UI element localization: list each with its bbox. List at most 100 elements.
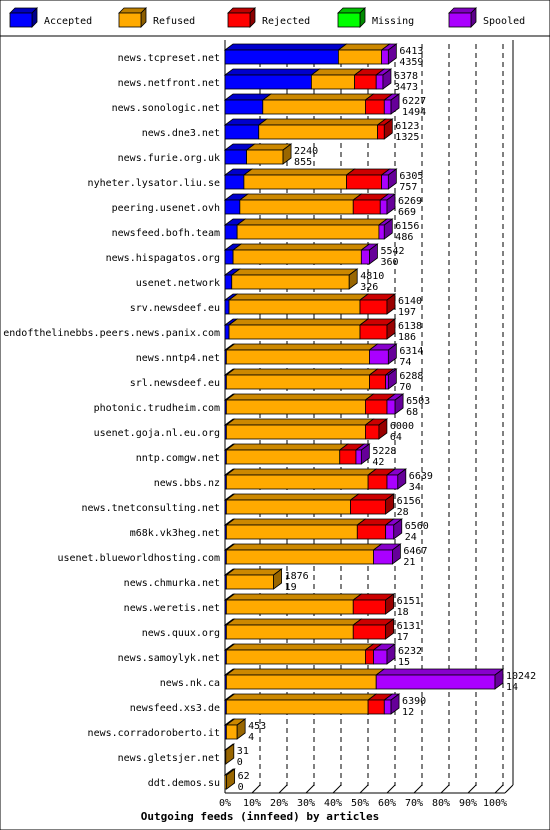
value-label-accepted: 18 (397, 607, 409, 618)
bar-segment-top (261, 93, 375, 101)
x-tick-label: 90% (459, 798, 477, 809)
bar-row (223, 568, 283, 590)
bar-segment-top (225, 693, 378, 701)
category-label: news.quux.org (142, 628, 220, 639)
value-label-total: 2240 (294, 146, 318, 157)
category-label: news.weretis.net (124, 603, 220, 614)
legend-item-rejected: Rejected (227, 7, 310, 28)
value-label-accepted: 34 (409, 482, 421, 493)
bar-segment-top (225, 543, 383, 551)
category-label: ddt.demos.su (148, 778, 220, 789)
bar-end-face (236, 718, 246, 740)
bar-segment-accepted (224, 174, 245, 190)
category-label: photonic.trudheim.com (94, 403, 220, 414)
category-label: endofthelinebbs.peers.news.panix.com (3, 328, 220, 339)
bar-row (223, 343, 398, 365)
bar-end-face (397, 468, 407, 490)
category-label: usenet.blueworldhosting.com (57, 553, 220, 564)
value-label-accepted: 360 (380, 257, 398, 268)
bar-segment-spooled (383, 699, 392, 715)
bar-end-face (385, 593, 395, 615)
bar-end-face (387, 43, 397, 65)
value-label-total: 6413 (399, 46, 423, 57)
value-label-accepted: 197 (398, 307, 416, 318)
bar-end-face (226, 768, 236, 790)
value-label-total: 6232 (398, 646, 422, 657)
bar-end-face (273, 568, 283, 590)
value-label-accepted: 28 (397, 507, 409, 518)
category-label: m68k.vk3heg.net (130, 528, 220, 539)
value-label-accepted: 64 (390, 432, 402, 443)
value-label-total: 6305 (399, 171, 423, 182)
category-label: news.dne3.net (142, 128, 220, 139)
value-label-total: 6000 (390, 421, 414, 432)
bar-end-face (386, 193, 396, 215)
value-label-accepted: 14 (506, 682, 518, 693)
value-label-accepted: 855 (294, 157, 312, 168)
value-label-accepted: 12 (402, 707, 414, 718)
category-label: news.gletsjer.net (118, 753, 220, 764)
bar-segment-rejected (352, 624, 387, 640)
bar-segment-spooled (383, 99, 392, 115)
category-label: usenet.network (136, 278, 220, 289)
value-label-total: 6156 (397, 496, 421, 507)
bar-row (223, 193, 397, 215)
category-label: newsfeed.bofh.team (112, 228, 220, 239)
value-label-total: 6269 (398, 196, 422, 207)
value-label-accepted: 21 (403, 557, 415, 568)
bar-end-face (393, 518, 403, 540)
bar-segment-refused (225, 374, 370, 390)
bar-segment-refused (225, 449, 341, 465)
bar-segment-top (225, 393, 375, 401)
bar-segment-refused (225, 674, 377, 690)
bar-segment-top (227, 318, 370, 326)
value-label-total: 6123 (395, 121, 419, 132)
bars (223, 43, 505, 790)
legend-label: Missing (372, 16, 414, 27)
legend-label: Rejected (262, 16, 310, 27)
bar-segment-top (225, 668, 386, 676)
value-label-total: 6639 (409, 471, 433, 482)
bar-segment-refused (225, 474, 369, 490)
bar-row (223, 93, 401, 115)
category-label: news.netfront.net (118, 78, 220, 89)
bar-segment-top (310, 68, 364, 76)
bar-segment-rejected (359, 324, 388, 340)
value-label-accepted: 70 (399, 382, 411, 393)
bar-segment-top (230, 268, 359, 276)
bar-segment-top (238, 193, 363, 201)
category-label: news.chmurka.net (124, 578, 220, 589)
bar-segment-spooled (373, 649, 388, 665)
value-label-accepted: 0 (238, 782, 244, 793)
bar-row (223, 168, 398, 190)
bar-segment-refused (228, 324, 361, 340)
category-label: news.bbs.nz (154, 478, 220, 489)
bar-segment-spooled (386, 474, 399, 490)
value-label-total: 5542 (380, 246, 404, 257)
bar-row (223, 443, 371, 465)
bar-segment-spooled (385, 524, 395, 540)
value-label-accepted: 486 (395, 232, 413, 243)
bar-segment-spooled (386, 399, 396, 415)
bar-row (223, 118, 394, 140)
bar-segment-rejected (352, 199, 381, 215)
value-label-total: 6560 (405, 521, 429, 532)
value-label-accepted: 1494 (402, 107, 426, 118)
value-label-total: 6131 (397, 621, 421, 632)
legend-item-missing: Missing (337, 7, 414, 28)
bar-segment-spooled (385, 374, 389, 390)
legend: Accepted Refused Rejected Missing Spooled (0, 0, 550, 37)
bar-segment-refused (231, 274, 350, 290)
bar-segment-spooled (360, 249, 370, 265)
category-label: usenet.goja.nl.eu.org (94, 428, 220, 439)
bar-segment-refused (225, 349, 370, 365)
bar-segment-spooled (381, 49, 389, 65)
bar-end-face (390, 693, 400, 715)
value-label-accepted: 74 (399, 357, 411, 368)
bar-end-face (391, 543, 401, 565)
bar-segment-top (225, 568, 283, 576)
x-tick-label: 20% (270, 798, 288, 809)
value-label-accepted: 68 (406, 407, 418, 418)
bar-segment-refused (236, 224, 380, 240)
